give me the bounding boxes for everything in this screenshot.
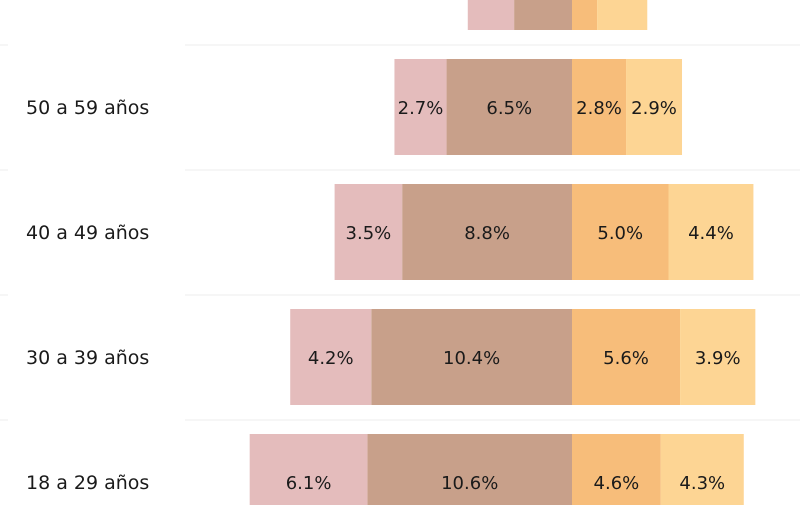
- bar-segment: [660, 434, 744, 505]
- bar-segment: [249, 434, 368, 505]
- bar-segment: [467, 0, 515, 30]
- value-label: 10.6%: [441, 473, 498, 494]
- value-label: 5.0%: [597, 223, 643, 244]
- value-label: 2.8%: [576, 98, 622, 119]
- bar-segment: [572, 59, 627, 155]
- bar-segment: [371, 309, 572, 405]
- bar-segment: [572, 0, 598, 30]
- bar-segment: [402, 184, 572, 280]
- category-label: 40 a 49 años: [26, 222, 149, 244]
- category-label: 30 a 39 años: [26, 347, 149, 369]
- value-label: 10.4%: [443, 348, 500, 369]
- gridlines: [0, 44, 800, 421]
- value-label: 6.1%: [286, 473, 332, 494]
- value-label: 4.3%: [679, 473, 725, 494]
- bar-segment: [290, 309, 372, 405]
- bar-segment: [446, 59, 572, 155]
- value-label: 6.5%: [486, 98, 532, 119]
- bar-segment: [572, 434, 661, 505]
- bar-segment: [680, 309, 756, 405]
- bar-segments: 10.6% 6.1% 4.6% 4.3% 10.4% 4.2% 5.6% 3.9% 8.8% 3.…: [249, 0, 756, 505]
- bar-segment: [572, 309, 681, 405]
- value-label: 3.9%: [695, 348, 741, 369]
- value-label: 4.6%: [594, 473, 640, 494]
- category-label: 18 a 29 años: [26, 472, 149, 494]
- value-label: 2.7%: [398, 98, 444, 119]
- bar-segment: [394, 59, 447, 155]
- bar-segment: [597, 0, 648, 30]
- value-label: 3.5%: [346, 223, 392, 244]
- bar-segment: [334, 184, 403, 280]
- bar-segment: [572, 184, 669, 280]
- bar-segment: [668, 184, 754, 280]
- bar-segment: [367, 434, 572, 505]
- bar-segment: [626, 59, 683, 155]
- category-labels: 18 a 29 años 30 a 39 años 40 a 49 años 50 a…: [26, 97, 149, 494]
- value-label: 4.2%: [308, 348, 354, 369]
- bar-segment: [514, 0, 572, 30]
- value-label: 8.8%: [464, 223, 510, 244]
- value-label: 2.9%: [631, 98, 677, 119]
- category-label: 50 a 59 años: [26, 97, 149, 119]
- value-label: 5.6%: [603, 348, 649, 369]
- value-label: 4.4%: [688, 223, 734, 244]
